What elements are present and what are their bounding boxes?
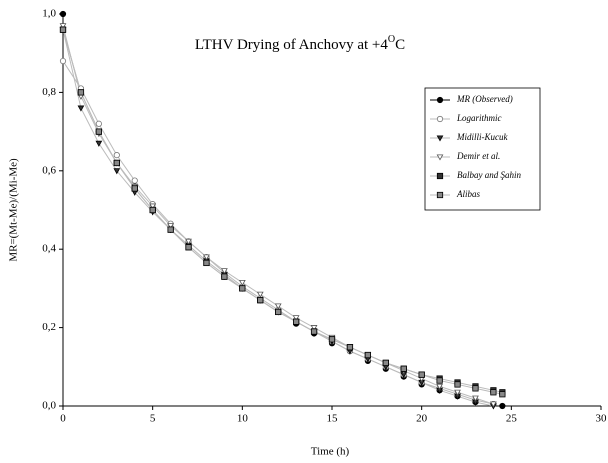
y-tick-label: 0,8 — [42, 86, 56, 98]
marker — [310, 325, 318, 332]
marker — [275, 308, 282, 316]
marker — [436, 96, 444, 104]
marker — [436, 383, 443, 390]
x-tick-label: 30 — [596, 413, 608, 425]
marker — [256, 291, 264, 298]
marker — [490, 401, 497, 408]
y-tick-label: 0,6 — [42, 164, 56, 176]
legend-label: MR (Observed) — [456, 94, 513, 104]
marker — [293, 318, 300, 325]
marker — [149, 206, 156, 214]
y-tick-label: 0,2 — [42, 321, 56, 333]
marker — [364, 351, 371, 359]
marker — [59, 57, 67, 65]
marker — [436, 154, 444, 161]
marker — [149, 203, 157, 210]
marker — [436, 377, 443, 384]
marker — [382, 359, 389, 366]
marker — [221, 273, 228, 280]
marker — [346, 344, 354, 351]
marker — [436, 172, 444, 180]
marker — [77, 105, 85, 112]
marker — [436, 115, 444, 123]
y-axis-label: MR=(Mt-Me)/(Mi-Me) — [8, 158, 20, 262]
marker — [499, 391, 506, 398]
marker — [472, 385, 479, 392]
y-tick-label: 1,0 — [42, 8, 56, 20]
marker — [454, 389, 461, 396]
x-tick-label: 0 — [60, 413, 66, 425]
legend-label: Demir et al. — [456, 151, 500, 161]
y-tick-label: 0,0 — [42, 400, 56, 412]
marker — [131, 185, 138, 192]
x-tick-label: 25 — [506, 413, 518, 425]
marker — [185, 238, 192, 245]
x-tick-label: 20 — [416, 413, 428, 425]
marker — [221, 268, 228, 275]
marker — [131, 177, 138, 184]
marker — [454, 381, 461, 388]
x-tick-label: 5 — [150, 413, 156, 425]
marker — [418, 371, 425, 378]
marker — [167, 226, 174, 233]
marker — [490, 389, 497, 396]
y-tick-label: 0,4 — [42, 243, 56, 255]
marker — [292, 315, 300, 322]
x-tick-label: 10 — [237, 413, 249, 425]
marker — [95, 128, 102, 135]
legend-label: Logarithmic — [456, 113, 502, 123]
marker — [95, 140, 103, 147]
marker — [203, 259, 210, 267]
legend-label: Balbay and Şahin — [457, 170, 521, 180]
x-tick-label: 15 — [327, 413, 339, 425]
marker — [238, 279, 246, 287]
marker — [113, 159, 120, 167]
marker — [400, 365, 407, 372]
marker — [257, 297, 264, 304]
marker — [185, 244, 192, 251]
series-line — [62, 25, 494, 405]
marker — [436, 191, 444, 199]
marker — [328, 336, 336, 343]
marker — [274, 303, 282, 310]
marker — [167, 223, 174, 230]
marker — [499, 402, 506, 410]
marker — [113, 168, 121, 175]
marker — [472, 395, 479, 402]
marker — [95, 120, 102, 127]
marker — [203, 254, 210, 261]
marker — [310, 328, 318, 335]
chart-title: LTHV Drying of Anchovy at +4OC — [195, 34, 405, 53]
x-axis-label: Time (h) — [311, 446, 350, 458]
series-line — [62, 29, 503, 395]
marker — [436, 135, 444, 142]
series-line — [62, 29, 494, 407]
legend-label: Alibas — [456, 189, 480, 199]
legend-box — [424, 87, 541, 211]
marker — [77, 89, 85, 96]
marker — [59, 26, 67, 33]
marker — [113, 152, 120, 159]
legend-label: Midilli-Kucuk — [456, 132, 508, 142]
series-line — [62, 29, 503, 393]
marker — [59, 10, 67, 18]
marker — [239, 285, 246, 292]
marker — [59, 23, 67, 30]
